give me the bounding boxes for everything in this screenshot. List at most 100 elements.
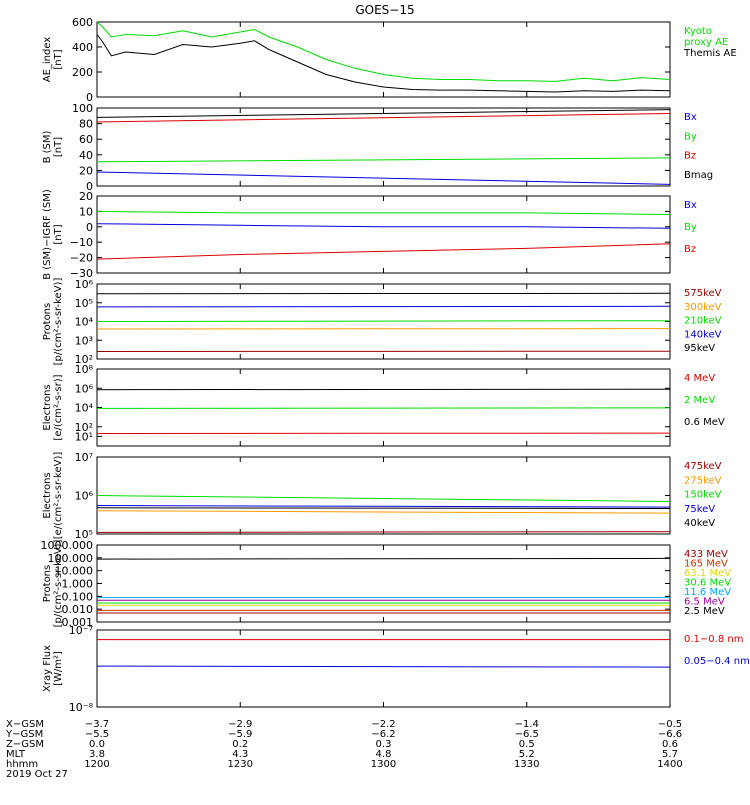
panel-8: 10⁻⁸ 10⁻⁷ Xray Flux[W/m²] 0.1−0.8 nm 0.05−0.… bbox=[42, 624, 750, 714]
y-tick-label: 0.010 bbox=[62, 603, 94, 616]
legend-entry: 40keV bbox=[684, 518, 715, 529]
panel-frame bbox=[97, 457, 670, 534]
series-line bbox=[97, 408, 670, 409]
x-tick-value: 1330 bbox=[514, 759, 539, 770]
series-line bbox=[97, 496, 670, 502]
y-tick-label: 20 bbox=[79, 164, 93, 177]
legend-entry: 2.5 MeV bbox=[684, 606, 725, 617]
x-tick-value: 1200 bbox=[84, 759, 109, 770]
legend-entry: 300keV bbox=[684, 302, 722, 313]
y-tick-label: 10 bbox=[79, 205, 93, 218]
y-axis-label: Protons[p/(cm²-s-sr-keV)] bbox=[42, 540, 64, 628]
legend-entry: 475keV bbox=[684, 461, 722, 472]
legend-entry: Bx bbox=[684, 200, 697, 211]
panel-7: 0.0010.0100.1001.00010.000100.0001000.00… bbox=[41, 539, 732, 629]
y-tick-label: 1.000 bbox=[62, 578, 94, 591]
series-line bbox=[97, 22, 670, 81]
y-tick-label: 400 bbox=[72, 41, 93, 54]
y-tick-label: 40 bbox=[79, 149, 93, 162]
panel-5: 10¹10²10⁴10⁶10⁸Electrons[e/(cm²-s-sr)]4 … bbox=[42, 363, 725, 446]
y-tick-label: 10² bbox=[75, 421, 93, 434]
series-line bbox=[97, 306, 670, 307]
series-line bbox=[97, 114, 670, 123]
panel-6: 10⁵10⁶10⁷Electrons[e/(cm²-s-sr-keV)]475k… bbox=[42, 451, 722, 541]
series-line bbox=[97, 508, 670, 509]
series-line bbox=[97, 506, 670, 508]
y-tick-label: 10⁶ bbox=[75, 490, 94, 503]
series-line bbox=[97, 511, 670, 513]
legend-entry: Bx bbox=[684, 112, 697, 123]
y-tick-label: 10⁶ bbox=[75, 278, 94, 291]
legend-entry: 95keV bbox=[684, 343, 715, 354]
y-tick-label: 0 bbox=[86, 221, 93, 234]
y-tick-label: 1000.000 bbox=[41, 539, 94, 552]
series-line bbox=[97, 211, 670, 214]
panel-4: 10²10³10⁴10⁵10⁶Protons[p/(cm²-s-sr-keV)]… bbox=[42, 278, 722, 366]
legend-entry: 140keV bbox=[684, 329, 722, 340]
panel-frame bbox=[97, 630, 670, 707]
y-tick-label: 10⁴ bbox=[75, 402, 94, 415]
legend-entry: 150keV bbox=[684, 490, 722, 501]
legend-entry: 4 MeV bbox=[684, 373, 715, 384]
y-tick-label: 80 bbox=[79, 118, 93, 131]
y-tick-label: −20 bbox=[70, 252, 93, 265]
y-tick-label: 600 bbox=[72, 16, 93, 29]
y-axis-label: B (SM)−IGRF (SM)[nT] bbox=[42, 189, 64, 280]
y-tick-label: 10⁴ bbox=[75, 316, 94, 329]
y-axis-label: Electrons[e/(cm²-s-sr-keV)] bbox=[42, 452, 64, 540]
y-axis-label: AE_index[nT] bbox=[42, 37, 64, 83]
legend-entry: Bmag bbox=[684, 170, 713, 181]
y-tick-label: 100 bbox=[72, 102, 93, 115]
legend-entry: 210keV bbox=[684, 316, 722, 327]
y-tick-label: 200 bbox=[72, 66, 93, 79]
legend-entry: 275keV bbox=[684, 475, 722, 486]
chart-title: GOES−15 bbox=[355, 3, 414, 17]
panel-frame bbox=[97, 22, 670, 97]
y-tick-label: 10⁸ bbox=[75, 363, 94, 376]
legend-entry: 0.1−0.8 nm bbox=[684, 634, 743, 645]
legend-entry: Bz bbox=[684, 244, 696, 255]
panel-frame bbox=[97, 196, 670, 273]
y-tick-label: 0.100 bbox=[62, 590, 94, 603]
series-line bbox=[97, 158, 670, 162]
series-line bbox=[97, 293, 670, 294]
y-tick-label: 10⁻⁷ bbox=[69, 624, 93, 637]
series-line bbox=[97, 321, 670, 322]
series-line bbox=[97, 389, 670, 390]
x-tick-value: 1400 bbox=[657, 759, 682, 770]
y-axis-label: Xray Flux[W/m²] bbox=[42, 645, 64, 692]
y-axis-label: Protons[p/(cm²-s-sr-keV)] bbox=[42, 278, 64, 366]
legend-entry: By bbox=[684, 222, 697, 233]
y-tick-label: 10³ bbox=[75, 334, 93, 347]
legend-entry: 0.6 MeV bbox=[684, 417, 725, 428]
y-tick-label: 20 bbox=[79, 190, 93, 203]
x-tick-value: 1230 bbox=[228, 759, 253, 770]
y-tick-label: 10⁷ bbox=[75, 451, 93, 464]
legend-entry: 2 MeV bbox=[684, 395, 715, 406]
y-axis-label: Electrons[e/(cm²-s-sr)] bbox=[42, 374, 64, 440]
y-tick-label: 60 bbox=[79, 133, 93, 146]
legend-entry: 575keV bbox=[684, 288, 722, 299]
legend-entry: Bz bbox=[684, 151, 696, 162]
legend-entry: 0.05−0.4 nm bbox=[684, 656, 750, 667]
x-tick-value: 1300 bbox=[371, 759, 396, 770]
y-tick-label: 10⁻⁸ bbox=[69, 701, 94, 714]
series-line bbox=[97, 558, 670, 559]
series-line bbox=[97, 666, 670, 667]
series-line bbox=[97, 224, 670, 229]
x-axis-row-label: 2019 Oct 27 bbox=[6, 769, 68, 780]
series-line bbox=[97, 532, 670, 533]
series-line bbox=[97, 244, 670, 259]
y-tick-label: 10⁶ bbox=[75, 382, 94, 395]
legend-entry: 75keV bbox=[684, 504, 715, 515]
y-tick-label: 10⁵ bbox=[75, 297, 93, 310]
legend-entry: Themis AE bbox=[683, 48, 737, 59]
y-tick-label: −10 bbox=[70, 236, 93, 249]
